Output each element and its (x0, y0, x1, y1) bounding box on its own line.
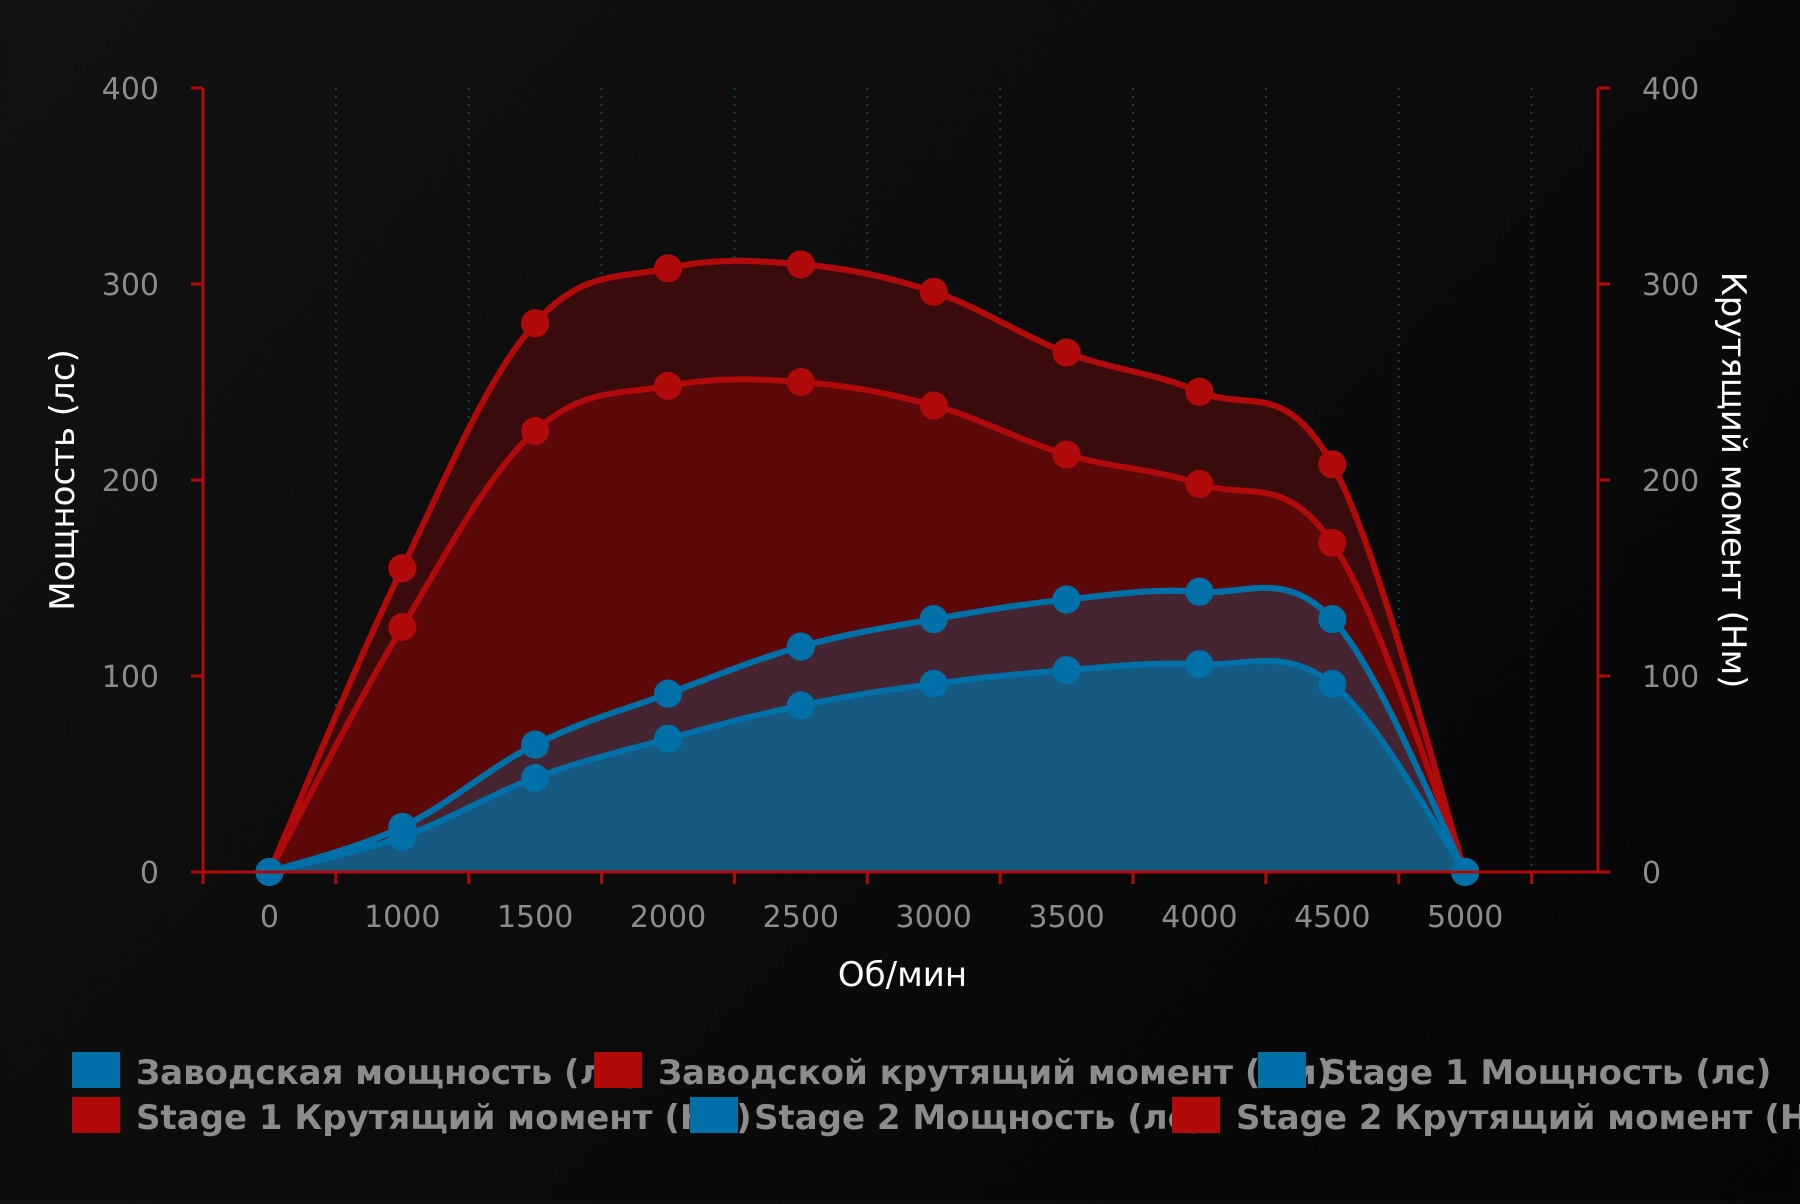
legend-label: Заводская мощность (лс) (136, 1053, 640, 1093)
series-area (269, 660, 1466, 872)
legend-swatch (1172, 1097, 1220, 1133)
x-tick-label: 4000 (1161, 900, 1237, 935)
series-areas (269, 260, 1466, 872)
legend-label: Stage 1 Крутящий момент (Нм) (136, 1098, 752, 1138)
left-tick-label: 300 (102, 268, 159, 303)
legend-label: Stage 2 Крутящий момент (Нм) (1236, 1098, 1800, 1138)
x-tick-label: 1000 (364, 900, 440, 935)
x-tick-label: 4500 (1294, 900, 1370, 935)
data-point (919, 277, 948, 306)
right-tick-label: 400 (1642, 72, 1699, 107)
series-line (266, 658, 1469, 875)
left-tick-label: 100 (102, 660, 159, 695)
legend-label: Заводской крутящий момент (Нм) (658, 1053, 1332, 1093)
left-tick-label: 200 (102, 464, 159, 499)
data-point (786, 368, 815, 396)
x-axis-title: Об/мин (838, 955, 967, 995)
data-point (1318, 605, 1347, 634)
data-point (654, 724, 682, 753)
data-point (786, 250, 815, 279)
data-point (919, 391, 948, 420)
x-tick-label: 3500 (1028, 900, 1104, 935)
x-tick-label: 2000 (630, 900, 706, 935)
data-point (654, 371, 682, 400)
data-point (1052, 656, 1081, 685)
x-tick-label: 5000 (1427, 900, 1503, 935)
data-point (521, 763, 550, 792)
right-tick-label: 0 (1642, 856, 1661, 891)
legend-swatch (72, 1052, 120, 1088)
legend-swatch (72, 1097, 120, 1133)
x-tick-label: 2500 (763, 900, 839, 935)
data-point (919, 605, 948, 634)
legend-swatch (1258, 1052, 1306, 1088)
data-point (1185, 377, 1214, 406)
data-point (919, 669, 948, 698)
right-axis-title: Крутящий момент (Нм) (1713, 272, 1753, 689)
right-tick-label: 200 (1642, 464, 1699, 499)
data-point (1052, 338, 1081, 367)
x-tick-label: 0 (260, 900, 279, 935)
data-point (521, 730, 550, 759)
series-line (266, 257, 1469, 875)
series-lines (266, 257, 1469, 875)
data-point (786, 691, 815, 720)
data-point (786, 632, 815, 661)
x-tick-label: 1500 (497, 900, 573, 935)
data-point (1185, 577, 1214, 606)
data-point (654, 679, 682, 708)
data-point (521, 309, 550, 338)
series-line (266, 584, 1469, 875)
data-point (1052, 585, 1081, 614)
data-point (521, 417, 550, 445)
data-point (1318, 669, 1347, 698)
data-point (388, 822, 417, 851)
left-tick-label: 0 (140, 856, 159, 891)
legend-swatch (690, 1097, 738, 1133)
data-point (1318, 528, 1347, 557)
legend: Заводская мощность (лс) Заводской крутящи… (72, 1052, 1800, 1138)
series-line (266, 376, 1469, 875)
data-point (1052, 440, 1081, 469)
data-point (388, 613, 417, 641)
left-tick-label: 400 (102, 72, 159, 107)
right-tick-label: 100 (1642, 660, 1699, 695)
legend-label: Stage 2 Мощность (лс) (754, 1098, 1203, 1138)
data-point (388, 554, 417, 583)
left-axis-title: Мощность (лс) (43, 349, 83, 611)
legend-swatch (594, 1052, 642, 1088)
data-point (1185, 650, 1214, 679)
data-point (1185, 469, 1214, 498)
legend-label: Stage 1 Мощность (лс) (1322, 1053, 1771, 1093)
data-point (1318, 450, 1347, 479)
right-tick-label: 300 (1642, 268, 1699, 303)
x-tick-label: 3000 (896, 900, 972, 935)
data-point (654, 254, 682, 283)
